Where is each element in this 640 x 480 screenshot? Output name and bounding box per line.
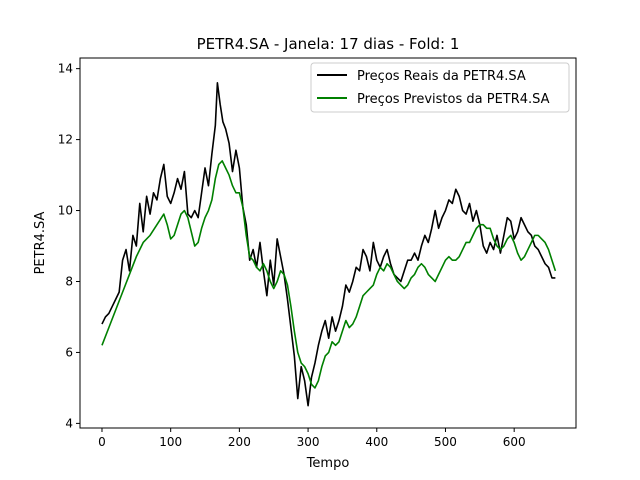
x-tick-label: 0 — [98, 435, 106, 449]
series-line-real — [101, 82, 556, 407]
x-tick-label: 300 — [297, 435, 320, 449]
x-tick-label: 200 — [228, 435, 251, 449]
y-axis-label: PETR4.SA — [33, 211, 48, 274]
y-tick-label: 8 — [65, 274, 73, 288]
y-tick-label: 10 — [58, 204, 73, 218]
series-line-predicted — [101, 160, 557, 389]
legend-label-predicted: Preços Previstos da PETR4.SA — [357, 92, 550, 107]
chart-title: PETR4.SA - Janela: 17 dias - Fold: 1 — [197, 35, 460, 53]
legend: Preços Reais da PETR4.SA Preços Previsto… — [310, 62, 570, 113]
legend-box — [310, 62, 570, 113]
x-tick-label: 100 — [159, 435, 182, 449]
x-axis-label: Tempo — [306, 456, 350, 471]
axes-frame — [79, 57, 577, 429]
y-tick-label: 12 — [58, 133, 73, 147]
y-tick-label: 4 — [65, 416, 73, 430]
x-tick-label: 500 — [434, 435, 457, 449]
y-tick-label: 6 — [65, 345, 73, 359]
x-tick-label: 400 — [365, 435, 388, 449]
legend-label-real: Preços Reais da PETR4.SA — [357, 69, 526, 84]
x-tick-label: 600 — [503, 435, 526, 449]
y-tick-label: 14 — [58, 62, 73, 76]
